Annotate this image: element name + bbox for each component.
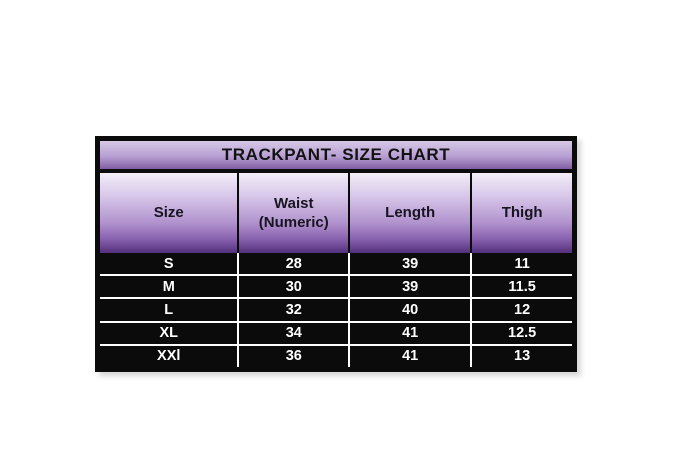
column-header-thigh: Thigh [470, 173, 572, 253]
table-header-row: Size Waist (Numeric) Length Thigh [100, 173, 572, 253]
column-header-length: Length [348, 173, 471, 253]
cell-length: 41 [348, 322, 471, 344]
cell-length: 41 [348, 345, 471, 368]
table-row-s: S 28 39 11 [100, 253, 572, 275]
cell-size: M [100, 276, 238, 298]
chart-title: TRACKPANT- SIZE CHART [221, 145, 451, 164]
cell-waist: 30 [237, 276, 349, 298]
cell-thigh: 12.5 [470, 322, 572, 344]
cell-thigh: 11 [470, 253, 572, 275]
cell-waist: 34 [237, 322, 349, 344]
cell-thigh: 12 [470, 299, 572, 321]
cell-waist: 32 [237, 299, 349, 321]
cell-thigh: 13 [470, 345, 572, 368]
cell-waist: 28 [237, 253, 349, 275]
cell-length: 40 [348, 299, 471, 321]
column-header-waist: Waist (Numeric) [237, 173, 349, 253]
table-row-xl: XL 34 41 12.5 [100, 320, 572, 344]
cell-size: L [100, 299, 238, 321]
table-body: S 28 39 11 M 30 39 11.5 L 32 40 12 XL 34… [100, 253, 572, 368]
chart-title-bar: TRACKPANT- SIZE CHART [100, 141, 572, 173]
cell-size: XL [100, 322, 238, 344]
cell-length: 39 [348, 276, 471, 298]
cell-size: XXl [100, 345, 238, 368]
cell-size: S [100, 253, 238, 275]
cell-waist: 36 [237, 345, 349, 368]
table-row-m: M 30 39 11.5 [100, 274, 572, 298]
cell-length: 39 [348, 253, 471, 275]
table-row-xxl: XXl 36 41 13 [100, 343, 572, 368]
table-row-l: L 32 40 12 [100, 297, 572, 321]
size-chart-table: TRACKPANT- SIZE CHART Size Waist (Numeri… [95, 136, 577, 372]
cell-thigh: 11.5 [470, 276, 572, 298]
column-header-size: Size [100, 173, 238, 253]
